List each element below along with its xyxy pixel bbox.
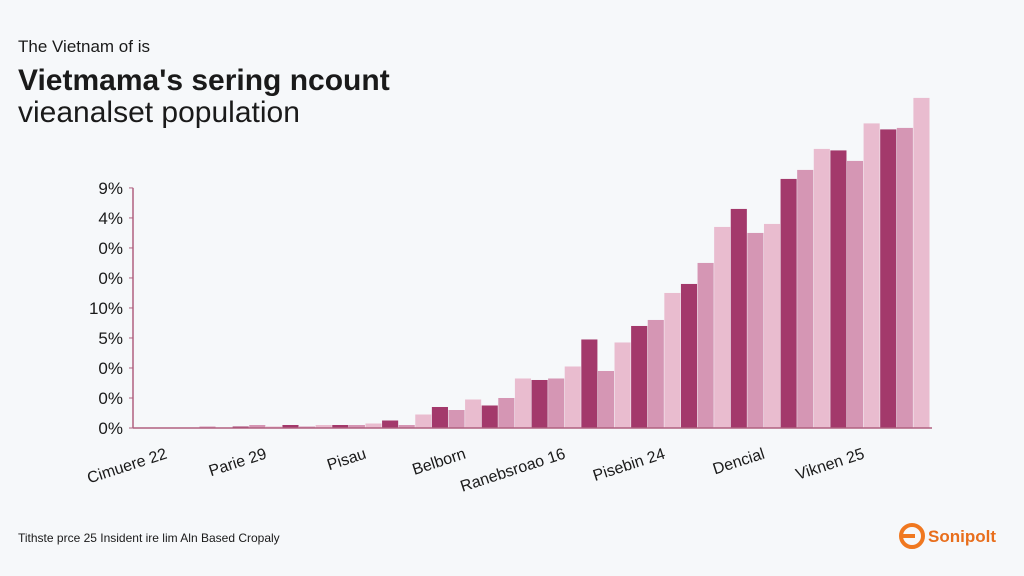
bar [498, 397, 515, 428]
bar [382, 420, 399, 428]
chart-title: Vietmama's sering ncount [18, 64, 390, 97]
y-tick-label: 4% [98, 209, 123, 228]
brand-logo: Sonipolt [899, 523, 996, 549]
y-tick-label: 0% [98, 239, 123, 258]
bar [896, 127, 913, 429]
bar [780, 178, 797, 428]
y-tick-label: 0% [98, 359, 123, 378]
bar [763, 223, 781, 428]
bar [714, 226, 731, 428]
brand: Sonipolt [928, 527, 996, 546]
chart-title: vieanalset population [18, 96, 300, 129]
bar [232, 426, 249, 428]
bar [830, 150, 847, 428]
bar [548, 378, 565, 428]
bar [813, 148, 830, 428]
bar [747, 232, 764, 428]
y-tick-label: 9% [98, 179, 123, 198]
bar [631, 325, 648, 428]
y-tick-label: 0% [98, 269, 123, 288]
bar [597, 370, 615, 428]
bar [365, 423, 382, 428]
bar [680, 283, 698, 428]
bar [282, 424, 299, 428]
y-tick-label: 0% [98, 389, 123, 408]
bar [398, 424, 415, 428]
y-tick-label: 10% [89, 299, 123, 318]
bar [880, 129, 897, 428]
footnote: Tithste prce 25 Insident ire lim Aln Bas… [18, 531, 280, 545]
bar [913, 97, 930, 428]
bar [199, 426, 216, 428]
bar [299, 426, 316, 428]
bar [448, 409, 465, 428]
bar [348, 424, 365, 428]
logo-icon [899, 523, 925, 549]
bar [332, 424, 349, 428]
bar [249, 424, 266, 428]
bar [647, 319, 664, 428]
bar [846, 160, 864, 428]
y-tick-label: 0% [98, 419, 123, 438]
bar [581, 339, 598, 428]
bar [481, 405, 498, 428]
bar [265, 426, 282, 428]
bar [315, 424, 332, 428]
bar [431, 406, 448, 428]
bar [564, 366, 581, 428]
bar [664, 292, 681, 428]
bar [415, 414, 432, 428]
logo-icon [903, 534, 915, 538]
y-tick-label: 5% [98, 329, 123, 348]
bar [531, 379, 548, 428]
bar [514, 378, 531, 428]
chart-subtitle: The Vietnam of is [18, 37, 150, 56]
bar [697, 262, 714, 428]
bar [863, 123, 880, 428]
bar [797, 169, 814, 428]
bar [614, 342, 631, 428]
bar [465, 399, 482, 428]
bar [730, 208, 747, 428]
